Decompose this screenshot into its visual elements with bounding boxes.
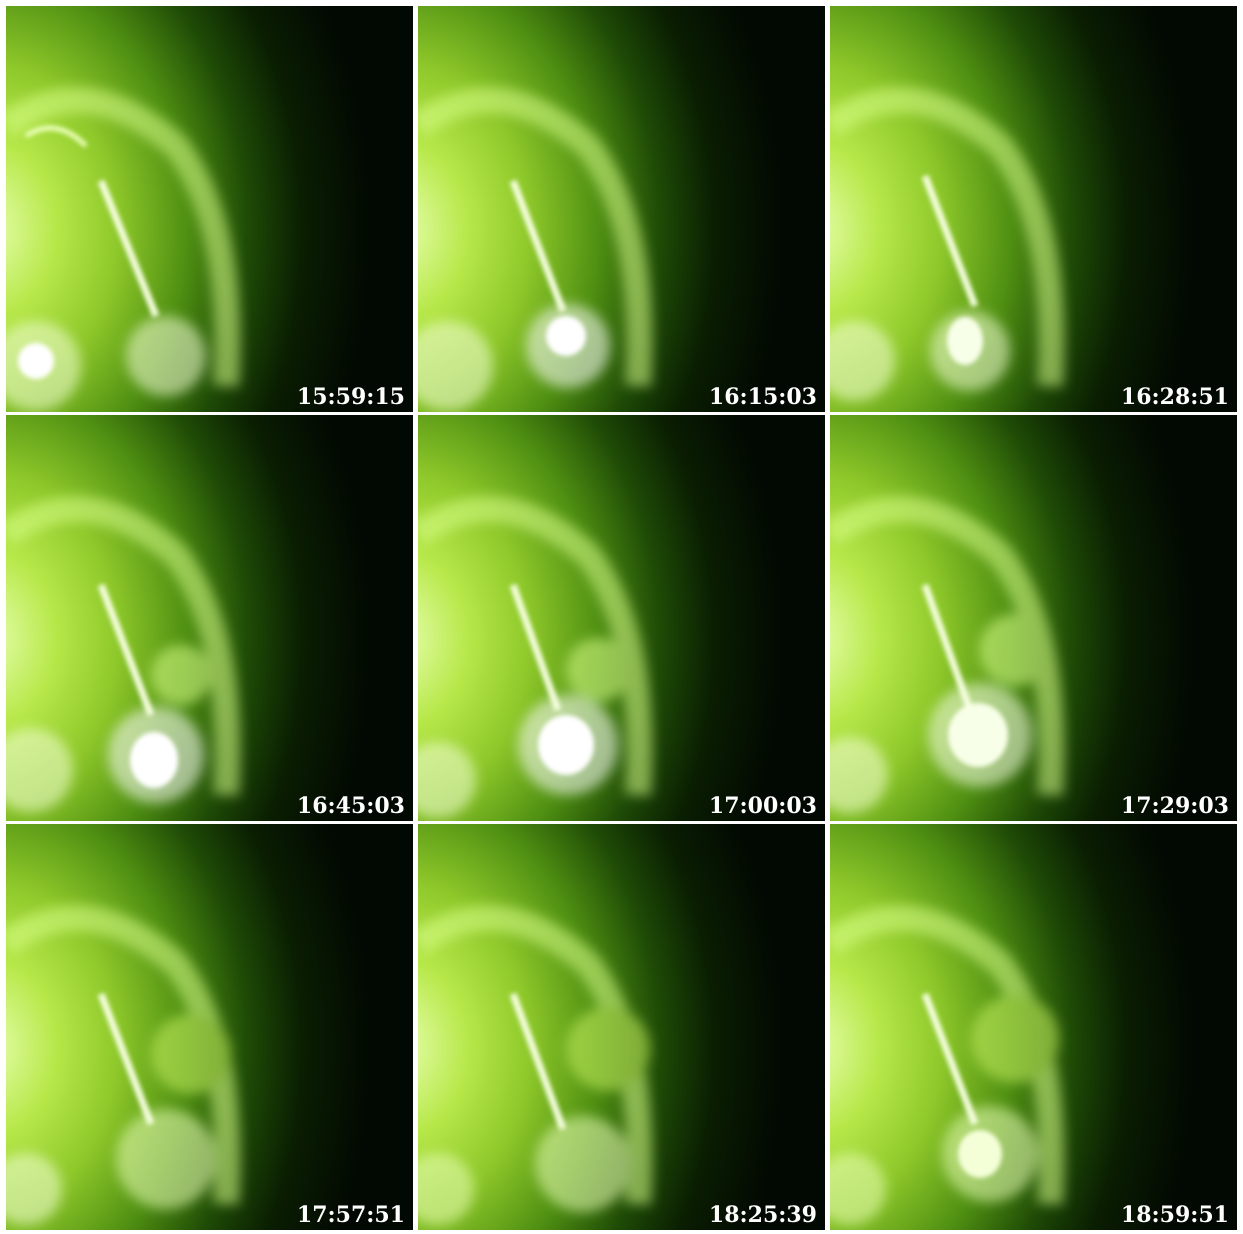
- timestamp-label: 16:28:51: [1120, 384, 1229, 410]
- solar-image-panel-3: 16:28:51: [830, 6, 1237, 412]
- solar-limb-image: [418, 496, 653, 818]
- solar-image-panel-5: 17:00:03: [418, 415, 825, 821]
- timestamp-label: 16:45:03: [296, 793, 405, 819]
- timestamp-label: 18:59:51: [1120, 1202, 1229, 1228]
- solar-image-panel-2: 16:15:03: [418, 6, 825, 412]
- solar-image-panel-8: 18:25:39: [418, 824, 825, 1230]
- solar-image-panel-6: 17:29:03: [830, 415, 1237, 821]
- timestamp-label: 17:00:03: [708, 793, 817, 819]
- timestamp-label: 17:29:03: [1120, 793, 1229, 819]
- timestamp-label: 17:57:51: [296, 1202, 405, 1228]
- solar-limb-image: [6, 87, 241, 411]
- solar-image-panel-1: 15:59:15: [6, 6, 413, 412]
- solar-limb-image: [830, 87, 1065, 401]
- solar-image-panel-9: 18:59:51: [830, 824, 1237, 1230]
- solar-limb-image: [6, 496, 241, 812]
- solar-limb-image: [6, 905, 241, 1225]
- solar-limb-image: [830, 496, 1065, 813]
- timestamp-label: 15:59:15: [296, 384, 405, 410]
- solar-image-panel-4: 16:45:03: [6, 415, 413, 821]
- solar-limb-image: [418, 905, 653, 1225]
- timestamp-label: 16:15:03: [708, 384, 817, 410]
- solar-image-panel-7: 17:57:51: [6, 824, 413, 1230]
- image-grid: 15:59:15 16:15:03: [6, 6, 1238, 1230]
- solar-limb-image: [830, 905, 1065, 1225]
- timestamp-label: 18:25:39: [708, 1202, 817, 1228]
- solar-limb-image: [418, 87, 653, 411]
